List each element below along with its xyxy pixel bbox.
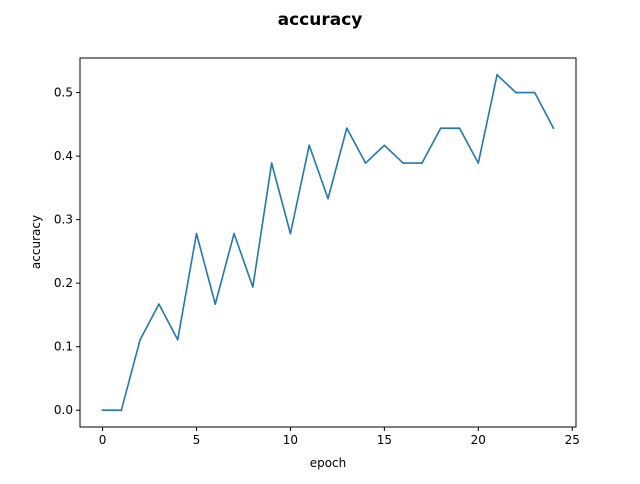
y-tick-label: 0.2 — [54, 276, 73, 290]
x-axis-ticks: 0 5 10 15 20 25 — [99, 427, 580, 447]
x-tick-label: 0 — [99, 433, 107, 447]
data-point — [533, 91, 536, 94]
data-point — [458, 127, 461, 129]
plot-area-frame — [79, 57, 577, 428]
data-point — [195, 232, 198, 235]
data-point — [515, 91, 517, 94]
x-tick-label: 10 — [283, 433, 298, 447]
y-tick-label: 0.5 — [54, 86, 73, 100]
y-tick-label: 0.4 — [54, 149, 73, 163]
data-point — [345, 127, 348, 129]
data-point — [496, 73, 498, 76]
x-tick-label: 20 — [471, 433, 486, 447]
data-point — [101, 409, 104, 412]
x-tick-label: 5 — [193, 433, 201, 447]
data-point — [158, 303, 160, 305]
x-tick-label: 25 — [565, 433, 580, 447]
data-point — [308, 144, 311, 147]
data-point — [552, 127, 555, 129]
data-point — [477, 162, 480, 164]
data-point — [176, 338, 179, 341]
y-tick-label: 0.3 — [54, 213, 73, 227]
data-point — [270, 162, 273, 164]
data-point — [383, 144, 386, 147]
data-point — [120, 409, 123, 412]
data-point — [439, 127, 442, 129]
data-point — [139, 338, 141, 341]
x-tick-label: 15 — [377, 433, 392, 447]
data-point — [252, 286, 254, 288]
data-point — [289, 232, 292, 235]
chart-title: accuracy — [278, 10, 363, 30]
y-tick-label: 0.0 — [54, 403, 73, 417]
y-tick-label: 0.1 — [54, 340, 73, 354]
data-point — [364, 162, 367, 164]
y-axis-label: accuracy — [29, 215, 43, 269]
x-axis-label: epoch — [310, 456, 347, 470]
y-axis-ticks: 0.0 0.1 0.2 0.3 0.4 0.5 — [54, 86, 80, 417]
data-point — [402, 162, 404, 164]
data-point — [327, 197, 329, 200]
data-point — [421, 162, 423, 164]
series-layer — [101, 73, 555, 412]
data-point — [214, 303, 217, 305]
data-point — [233, 232, 235, 235]
